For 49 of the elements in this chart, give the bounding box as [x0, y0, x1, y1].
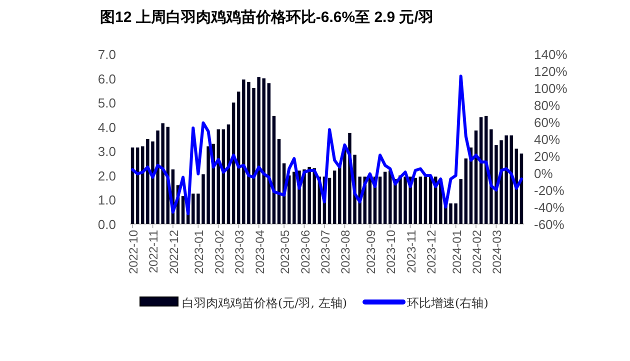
x-tick-label: 2023-09: [364, 230, 378, 274]
y2-tick-label: 120%: [534, 64, 568, 79]
bar: [424, 176, 428, 224]
y2-tick-label: 20%: [534, 149, 560, 164]
y2-tick-label: 60%: [534, 115, 560, 130]
y-tick-label: 0.0: [98, 217, 116, 232]
x-tick-label: 2023-04: [252, 230, 267, 274]
legend-label: 白羽肉鸡鸡苗价格(元/羽, 左轴): [182, 296, 348, 310]
y2-tick-label: 80%: [534, 98, 560, 113]
legend-label: 环比增速(右轴): [407, 296, 488, 310]
x-tick-label: 2022-10: [126, 230, 141, 274]
bar: [328, 178, 332, 224]
x-tick-label: 2023-03: [232, 230, 247, 274]
x-tick-label: 2023-06: [298, 230, 312, 274]
x-tick-label: 2023-05: [278, 230, 292, 274]
y-tick-label: 1.0: [98, 192, 116, 208]
x-tick-label: 2024-01: [450, 230, 464, 274]
y-tick-label: 4.0: [98, 120, 116, 135]
y2-tick-label: 0%: [534, 166, 554, 181]
bar: [181, 196, 185, 224]
x-tick-label: 2023-02: [212, 230, 226, 274]
y2-tick-label: -60%: [534, 217, 565, 232]
x-tick-label: 2023-08: [338, 230, 353, 274]
bar: [378, 176, 382, 224]
bar: [414, 178, 418, 224]
x-tick-label: 2022-12: [166, 230, 181, 274]
y2-tick-label: -40%: [534, 200, 565, 215]
y-tick-label: 2.0: [98, 168, 116, 184]
bar: [464, 158, 468, 224]
y-tick-label: 7.0: [98, 47, 116, 62]
bar: [383, 172, 387, 224]
x-tick-label: 2022-11: [146, 230, 161, 274]
x-tick-label: 2023-12: [424, 230, 439, 274]
chart-title: 图12 上周白羽肉鸡鸡苗价格环比-6.6%至 2.9 元/羽: [100, 9, 434, 26]
y2-tick-label: -20%: [534, 183, 565, 198]
bar: [332, 170, 336, 224]
x-tick-label: 2024-02: [470, 230, 484, 274]
y2-tick-label: 140%: [534, 47, 568, 62]
bar: [418, 176, 422, 224]
x-tick-label: 2023-01: [192, 230, 206, 274]
x-tick-label: 2023-11: [404, 230, 418, 274]
x-tick-label: 2024-03: [490, 230, 504, 274]
x-tick-label: 2023-07: [318, 230, 332, 274]
y2-tick-label: 40%: [534, 132, 560, 147]
y-tick-label: 5.0: [98, 96, 116, 111]
y-tick-label: 3.0: [98, 144, 116, 160]
y-tick-label: 6.0: [98, 71, 116, 86]
y2-tick-label: 100%: [534, 81, 568, 96]
x-tick-label: 2023-10: [384, 230, 398, 274]
